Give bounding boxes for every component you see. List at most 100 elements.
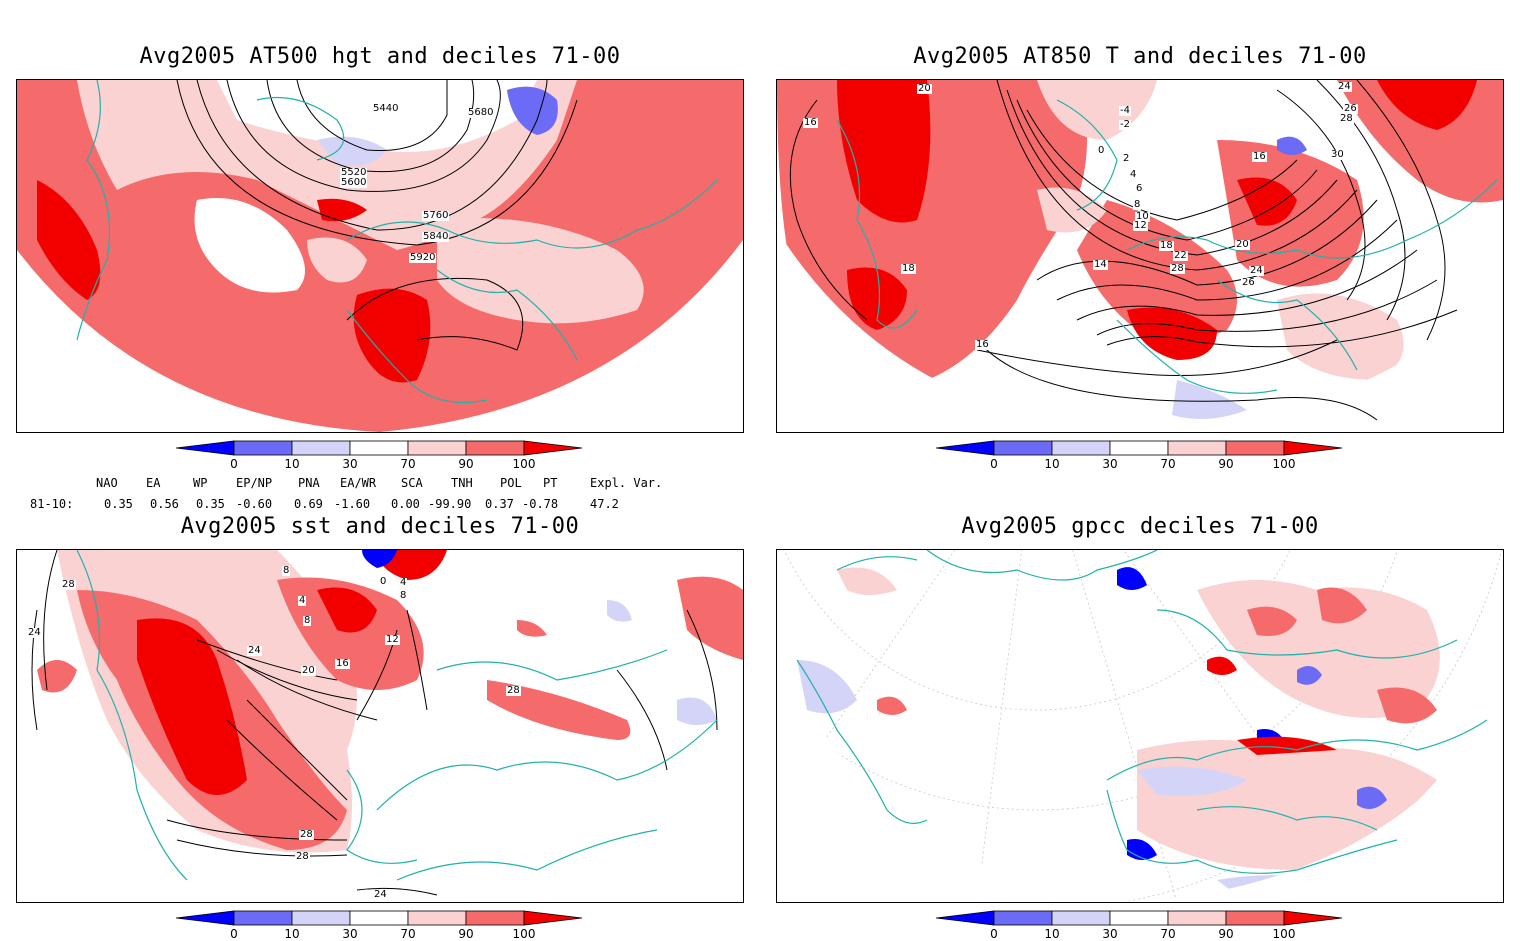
contour-label: 8 [282,565,291,576]
contour-label: 28 [295,851,310,862]
contour-label: 20 [301,665,316,676]
contour-label: 24 [1337,81,1352,92]
panel-4-title: Avg2005 gpcc deciles 71-00 [961,514,1319,539]
index-header: Expl. Var. [590,476,663,490]
index-header: SCA [401,476,423,490]
colorbar-segment [523,910,583,926]
contour-label: 4 [399,577,408,588]
contour-label: 28 [1339,113,1354,124]
colorbar-tick-label: 70 [1160,927,1175,941]
colorbar-top-left: 0 10 30 70 90 100 [176,440,583,471]
t850-map [777,80,1503,432]
contour-label: 5920 [409,252,437,263]
hgt500-map [17,80,743,432]
index-header: NAO [96,476,118,490]
index-header: EP/NP [236,476,273,490]
panel-1-title: Avg2005 AT500 hgt and deciles 71-00 [139,44,621,69]
contour-label: 20 [917,83,932,94]
colorbar-tick-label: 90 [1218,457,1233,471]
index-header: TNH [451,476,473,490]
contour-label: 5520 [340,167,368,178]
colorbar-segment [233,440,293,456]
index-value: 0.69 [294,497,323,511]
contour-label: 16 [1252,151,1267,162]
contour-label: 28 [61,579,76,590]
index-header: POL [500,476,522,490]
contour-label: 0 [379,576,388,587]
panel-2-title: Avg2005 AT850 T and deciles 71-00 [913,44,1367,69]
colorbar-segment [465,910,525,926]
colorbar-segment [936,910,995,926]
contour-label: 16 [335,658,350,669]
contour-label: 16 [803,117,818,128]
colorbar-tick-label: 90 [458,457,473,471]
index-value: 0.37 [485,497,514,511]
contour-label: 18 [901,263,916,274]
contour-label: 12 [385,634,400,645]
contour-label: 26 [1343,103,1358,114]
index-value: 0.00 [391,497,420,511]
coastlines [796,550,1488,874]
index-value: 0.35 [104,497,133,511]
colorbar-segment [407,910,467,926]
colorbar-tick-label: 70 [400,457,415,471]
sst-map [17,550,743,902]
contour-label: 24 [27,627,42,638]
colorbar-segment [176,440,235,456]
contour-label: 5760 [422,210,450,221]
colorbar-tick-label: 10 [1044,927,1059,941]
colorbar-segment [993,440,1053,456]
colorbar-segment [176,910,235,926]
contour-label: 24 [373,889,388,900]
panel-3-title: Avg2005 sst and deciles 71-00 [180,514,580,539]
index-header: EA [146,476,161,490]
map-panel-gpcc [776,549,1504,903]
colorbar-tick-label: 30 [1102,457,1117,471]
colorbar-segment [1225,910,1285,926]
contour-label: 18 [1159,240,1174,251]
contour-label: 8 [399,590,408,601]
colorbar-tick-label: 70 [400,927,415,941]
colorbar-tick-label: 100 [1273,457,1296,471]
contour-label: 24 [1249,265,1264,276]
colorbar-tick-label: 70 [1160,457,1175,471]
index-header: PNA [298,476,320,490]
colorbar-tick-label: 30 [342,927,357,941]
colorbar-top-right: 0 10 30 70 90 100 [936,440,1343,471]
index-value: 47.2 [590,497,619,511]
contour-label: 2 [1122,153,1131,164]
index-value: 0.56 [150,497,179,511]
contour-label: 24 [247,645,262,656]
contour-label: 30 [1330,149,1345,160]
contour-label: 8 [1133,199,1142,210]
index-header: WP [193,476,208,490]
colorbar-tick-label: 0 [230,457,238,471]
index-value: -0.60 [236,497,273,511]
map-panel-sst: 28 24 8 4 0 4 8 8 12 16 20 24 28 28 28 2… [16,549,744,903]
colorbar-segment [1051,910,1111,926]
coastlines [76,80,718,404]
colorbar-tick-label: 30 [342,457,357,471]
colorbar-segment [291,440,351,456]
colorbar-tick-label: 10 [284,927,299,941]
contour-label: -2 [1119,119,1131,130]
map-panel-t850: 20 16 -4 -2 0 2 4 6 8 10 12 14 16 18 20 … [776,79,1504,433]
contour-label: 20 [1235,239,1250,250]
index-value: 0.35 [196,497,225,511]
colorbar-tick-label: 30 [1102,927,1117,941]
colorbar-segment [1167,910,1227,926]
contour-label: 0 [1097,145,1106,156]
colorbar-segment [349,440,409,456]
colorbar-tick-label: 0 [230,927,238,941]
contour-label: 5600 [340,177,368,188]
index-header: PT [543,476,558,490]
colorbar-segment [1225,440,1285,456]
colorbar-tick-label: 100 [1273,927,1296,941]
colorbar-segment [1283,910,1343,926]
colorbar-segment [233,910,293,926]
contour-label: 28 [299,829,314,840]
index-value: -1.60 [334,497,371,511]
colorbar-segment [465,440,525,456]
contour-label: 6 [1135,183,1144,194]
colorbar-segment [993,910,1053,926]
